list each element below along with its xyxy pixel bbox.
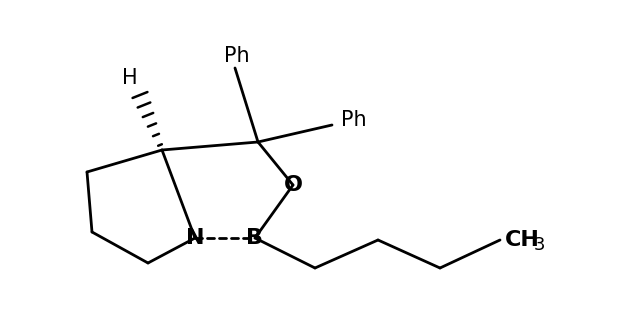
Text: 3: 3 [534,236,545,254]
Text: H: H [122,68,138,88]
Text: CH: CH [505,230,540,250]
Text: Ph: Ph [224,46,250,66]
Text: N: N [186,228,204,248]
Text: B: B [246,228,264,248]
Text: O: O [284,175,303,195]
Text: Ph: Ph [341,110,367,130]
